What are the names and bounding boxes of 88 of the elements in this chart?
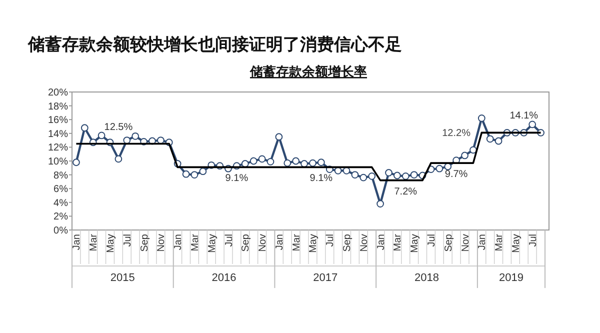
x-tick-label: May [106,234,117,253]
x-tick-label: Nov [156,234,168,252]
text: 2016 [212,272,236,284]
point [461,152,468,160]
y-tick-label: 2% [54,212,68,223]
x-tick-label: Jan [274,234,286,250]
x-tick-label: May [308,234,320,253]
point [156,136,164,144]
text: 2018 [414,272,439,284]
point [123,136,131,144]
point [494,137,502,145]
point [72,158,80,166]
point [360,174,368,182]
point [317,158,325,166]
y-tick-label: 16% [48,115,68,126]
x-tick-label: May [510,234,522,253]
point [241,160,249,168]
y-tick-label: 6% [54,184,68,196]
x-tick-label: Mar [291,233,302,252]
point [284,159,292,167]
x-tick-label: Sep [139,234,150,252]
data-label: 14.1% [510,110,538,122]
x-tick-label: Mar [88,233,100,252]
point [436,164,444,172]
data-label: 7.2% [394,186,418,198]
y-tick-label: 4% [54,198,68,209]
x-tick-label: Mar [392,233,404,252]
point [368,172,376,180]
point [528,120,536,128]
x-tick-label: Jul [325,234,336,247]
point [393,172,401,180]
point [402,172,410,180]
annotation: 12.2% [442,128,471,140]
x-tick-label: Jul [122,234,134,247]
point [98,132,106,140]
point [300,160,308,168]
text: 2015 [110,272,135,284]
x-tick-label: May [206,234,218,253]
x-tick-label: Nov [460,234,472,252]
point [486,135,494,143]
x-tick-label: Jan [477,234,488,250]
x-tick-label: Jul [224,234,235,247]
text: 2019 [498,272,524,284]
data-label: 9.1% [310,173,333,184]
point [385,169,392,176]
point [114,155,122,163]
x-tick-label: Mar [494,233,506,252]
data-label: 9.1% [225,173,248,184]
point [410,171,418,178]
point [250,157,258,165]
y-tick-label: 0% [54,226,68,236]
point [478,114,486,122]
point [132,132,140,140]
x-tick-label: Nov [258,234,269,252]
x-tick-label: Sep [342,234,354,252]
x-tick-label: Jan [72,234,83,250]
x-tick-label: Mar [190,233,201,252]
point [266,158,274,166]
x-tick-label: Jan [376,234,387,250]
y-tick-label: 14% [48,128,68,140]
point [275,133,283,141]
y-tick-label: 12% [48,142,68,154]
point [309,159,316,167]
point [351,171,359,178]
x-tick-label: May [410,234,421,253]
chart-subtitle: 储蓄存款余额增长率 [249,64,367,79]
point [258,155,266,163]
y-tick-label: 20% [48,88,68,98]
data-label: 12.5% [104,122,133,133]
x-tick-label: Sep [443,234,454,252]
point [199,168,207,176]
point [470,146,477,154]
y-tick-label: 18% [48,101,68,112]
x-tick-label: Jul [528,234,539,247]
chart-title: 储蓄存款余额较快增长也间接证明了消费信心不足 [27,35,402,54]
x-tick-label: Nov [358,234,370,252]
point [292,157,300,165]
point [182,170,190,178]
y-tick-label: 10% [48,156,68,168]
text: 2017 [313,272,338,284]
point [80,124,88,132]
x-tick-label: Jan [173,234,184,250]
y-tick-label: 8% [54,170,68,182]
x-tick-label: Sep [240,234,252,252]
data-label: 9.7% [444,169,468,180]
point [190,171,198,178]
point [376,200,384,208]
x-tick-label: Jul [426,234,438,247]
